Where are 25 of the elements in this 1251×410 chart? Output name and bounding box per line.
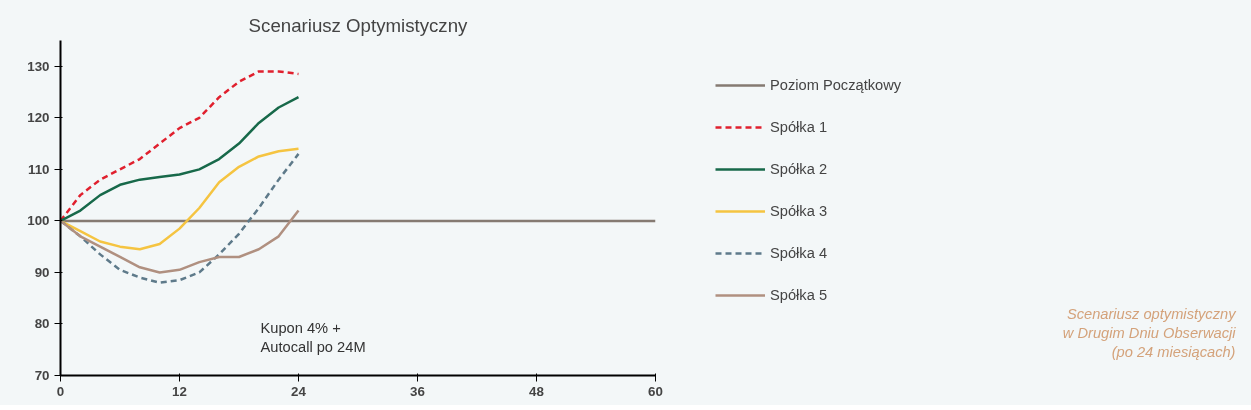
- legend-label: Spółka 4: [770, 244, 828, 263]
- legend-label: Spółka 5: [770, 286, 828, 305]
- legend-label: Spółka 2: [770, 160, 828, 179]
- legend-label: Spółka 3: [770, 202, 828, 221]
- x-tick-label: 60: [648, 383, 663, 399]
- y-tick-label: 120: [27, 110, 50, 126]
- annotation: Kupon 4% + Autocall po 24M: [260, 320, 366, 356]
- y-tick-label: 70: [34, 368, 50, 383]
- y-tick-label: 100: [27, 213, 50, 229]
- y-tick-label: 80: [34, 316, 50, 332]
- legend-label: Spółka 1: [770, 118, 828, 137]
- legend-label: Poziom Początkowy: [770, 76, 902, 95]
- y-tick-label: 110: [28, 161, 50, 177]
- x-tick-label: 24: [291, 383, 307, 399]
- y-tick-label: 130: [27, 58, 50, 74]
- x-tick-label: 12: [172, 383, 187, 399]
- text: Scenariusz optymistyczny w Drugim Dniu Obserwacji (po 24 miesiącach): [1062, 306, 1238, 361]
- x-tick-label: 36: [410, 383, 425, 399]
- chart-title: Scenariusz Optymistyczny: [248, 14, 469, 36]
- line-series: [60, 209, 300, 274]
- y-tick-label: 90: [34, 264, 50, 280]
- x-tick-label: 0: [56, 383, 65, 399]
- line-series: [60, 95, 300, 223]
- line-series: [60, 147, 300, 251]
- x-tick-label: 48: [529, 383, 544, 399]
